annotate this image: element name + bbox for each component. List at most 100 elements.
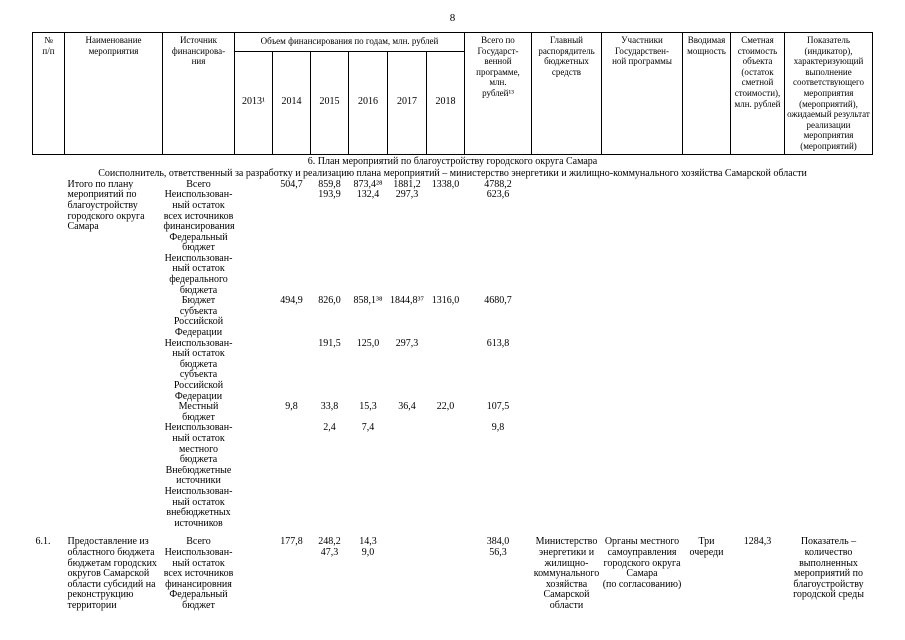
total-value: 623,6 — [486, 190, 510, 201]
header-num: № п/п — [32, 32, 65, 155]
total-value: 56,3 — [489, 547, 507, 558]
year-value — [235, 296, 273, 338]
input-capacity — [683, 180, 731, 530]
year-value: 33,8 — [320, 402, 339, 413]
year-value — [235, 180, 273, 191]
year-value — [273, 487, 311, 529]
funding-source-label: Всего — [186, 179, 211, 190]
funding-source-label: Бюджет субъекта Российской Федерации — [173, 296, 224, 339]
table-row: Неиспользован- ный остаток федерального … — [33, 254, 873, 296]
year-value — [273, 233, 311, 254]
table-row: Неиспользован- ный остаток бюджета субъе… — [33, 339, 873, 403]
year-value: 504,7 — [280, 179, 303, 190]
year-value — [235, 339, 273, 403]
funding-source-label: Всего — [186, 536, 211, 548]
year-value: 1338,0 — [431, 179, 460, 190]
year-value — [235, 233, 273, 254]
total-value: 4680,7 — [484, 296, 512, 307]
table-body: 6. План мероприятий по благоустройству г… — [33, 154, 873, 611]
table-row: Внебюджетные источники — [33, 466, 873, 487]
year-value — [388, 487, 427, 529]
header-budget-manager: Главный распорядитель бюджетных средств — [531, 32, 602, 155]
year-value — [273, 548, 311, 590]
year-value — [235, 190, 273, 232]
financing-plan-table: № п/п Наименование мероприятия Источник … — [32, 32, 873, 611]
program-participants: Органы местного самоуправления городског… — [602, 536, 682, 590]
year-value: 22,0 — [436, 402, 455, 413]
total-value — [465, 590, 532, 611]
year-value — [427, 487, 465, 529]
table-row: Федеральный бюджет — [33, 233, 873, 254]
year-value — [349, 466, 388, 487]
year-value — [388, 529, 427, 548]
year-value: 177,8 — [280, 536, 303, 548]
header-estimated-cost: Сметная стоимость объекта (остаток сметн… — [730, 32, 785, 155]
section-title-row: 6. План мероприятий по благоустройству г… — [33, 154, 873, 167]
year-value: 297,3 — [395, 190, 419, 201]
year-value: 14,3 — [359, 536, 377, 548]
year-value — [235, 548, 273, 590]
header-capacity: Вводимая мощность — [682, 32, 731, 155]
year-value — [273, 190, 311, 232]
year-value: 1844,8³⁷ — [390, 296, 424, 307]
year-value — [427, 233, 465, 254]
year-value: 47,3 — [320, 547, 339, 558]
year-value — [235, 402, 273, 423]
year-value: 858,1³⁸ — [353, 296, 383, 307]
funding-source-label: Неиспользован- ный остаток внебюджетных … — [164, 486, 233, 529]
header-year-2016: 2016 — [348, 50, 388, 155]
total-value: 107,5 — [486, 402, 510, 413]
year-value — [427, 466, 465, 487]
estimated-cost — [731, 180, 785, 530]
year-value — [427, 423, 465, 465]
table-row: Итого по плану мероприятий по благоустро… — [33, 179, 873, 232]
table-row: Неиспользован- ный остаток внебюджетных … — [33, 487, 873, 529]
total-value — [465, 233, 532, 254]
year-value — [273, 423, 311, 465]
year-value: 36,4 — [398, 402, 416, 413]
year-value — [388, 466, 427, 487]
year-value: 494,9 — [280, 296, 303, 307]
year-value — [311, 487, 349, 529]
funding-source-label: Неиспользован- ный остаток всех источник… — [163, 547, 234, 590]
year-value — [273, 254, 311, 296]
header-year-2014: 2014 — [272, 50, 311, 155]
year-value: 15,3 — [359, 402, 377, 413]
year-value: 191,5 — [318, 338, 341, 349]
year-value — [273, 339, 311, 403]
total-value — [465, 254, 532, 296]
year-value — [311, 254, 349, 296]
table-row: Федеральный бюджет — [33, 590, 873, 611]
year-value — [311, 233, 349, 254]
year-value — [388, 590, 427, 611]
year-value — [235, 466, 273, 487]
measure-name: Итого по плану мероприятий по благоустро… — [67, 179, 145, 233]
year-value — [273, 466, 311, 487]
total-value: 4788,2 — [484, 179, 512, 190]
year-value — [427, 548, 465, 590]
year-value: 1316,0 — [431, 296, 460, 307]
total-value: 9,8 — [491, 423, 505, 434]
table-row: Бюджет субъекта Российской Федерации 494,… — [33, 296, 873, 338]
input-capacity: Три очереди — [689, 536, 724, 558]
header-row-years: 2013¹ 2014 2015 2016 2017 2018 — [33, 50, 873, 155]
total-value: 613,8 — [486, 338, 510, 349]
total-value — [465, 466, 532, 487]
header-participants: Участники Государствен- ной программы — [601, 32, 683, 155]
year-value — [349, 233, 388, 254]
year-value: 7,4 — [361, 423, 375, 434]
year-value — [349, 254, 388, 296]
measure-name: Предоставление из областного бюджета бюд… — [67, 536, 157, 611]
year-value: 297,3 — [395, 338, 419, 349]
program-participants — [602, 180, 683, 530]
year-value: 125,0 — [356, 338, 380, 349]
header-measure-name: Наименование мероприятия — [64, 32, 163, 155]
funding-source-label: Федеральный бюджет — [169, 232, 228, 254]
section-title: 6. План мероприятий по благоустройству г… — [307, 155, 598, 167]
year-value — [427, 529, 465, 548]
year-value — [388, 254, 427, 296]
year-value: 826,0 — [318, 296, 341, 307]
year-value — [273, 590, 311, 611]
table-row: 6.1. Предоставление из областного бюджета… — [33, 529, 873, 611]
header-volume-group: Объем финансирования по годам, млн. рубл… — [234, 32, 465, 52]
